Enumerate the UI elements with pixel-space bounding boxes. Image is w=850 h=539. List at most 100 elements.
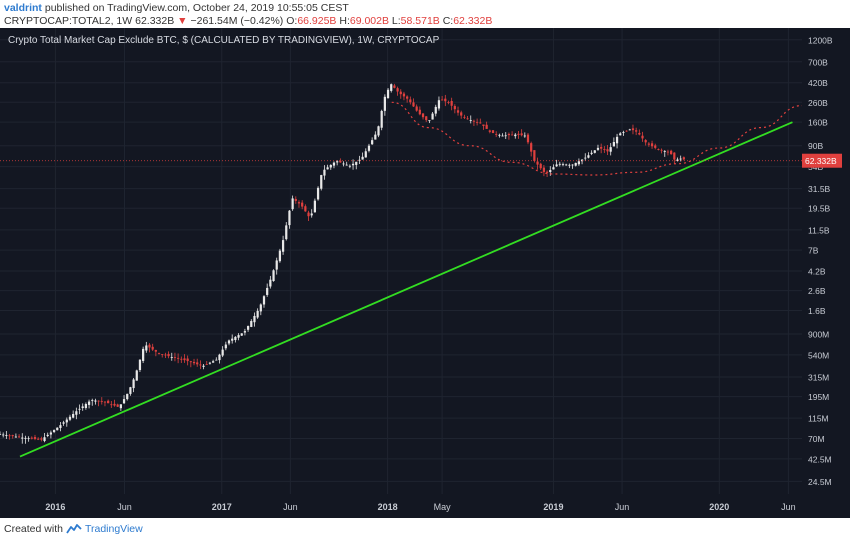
candle-body (650, 143, 654, 147)
x-tick-label: Jun (615, 502, 630, 512)
candle-body (603, 149, 606, 151)
candle-body (313, 200, 317, 213)
candle-body (173, 357, 177, 358)
candle-body (415, 106, 418, 111)
x-tick-label: Jun (117, 502, 132, 512)
candle-body (453, 106, 456, 110)
candle-body (52, 430, 56, 432)
candle-body (202, 365, 205, 367)
candle-body (250, 320, 253, 327)
tradingview-brand[interactable]: TradingView (84, 523, 143, 535)
candle-body (180, 358, 183, 360)
candle-body (49, 432, 53, 435)
candle-body (116, 404, 119, 407)
candle-body (323, 169, 326, 176)
author-name[interactable]: valdrint (4, 2, 42, 14)
candle-body (183, 358, 186, 361)
candle-body (297, 202, 301, 204)
candle-body (565, 164, 568, 166)
candle-body (402, 93, 406, 97)
candle-body (157, 353, 161, 354)
candle-body (65, 419, 68, 423)
candle-body (91, 399, 94, 401)
candle-body (663, 151, 666, 152)
x-tick-label: May (434, 502, 452, 512)
x-tick-label: 2019 (543, 502, 563, 512)
candles (0, 83, 685, 444)
candle-body (186, 358, 189, 362)
candle-body (167, 353, 170, 357)
candle-body (285, 225, 288, 240)
candle-body (151, 346, 154, 350)
candle-body (259, 304, 262, 312)
candle-body (670, 150, 673, 155)
candle-body (110, 404, 113, 406)
tradingview-logo-icon[interactable] (66, 523, 82, 535)
candle-body (27, 438, 30, 440)
candle-body (237, 335, 240, 338)
candle-body (676, 159, 679, 161)
y-tick-label: 7B (808, 246, 819, 256)
change-text: −261.54M (−0.42%) (190, 15, 284, 27)
y-tick-label: 42.5M (808, 454, 832, 464)
candle-body (463, 116, 466, 118)
y-tick-label: 900M (808, 330, 829, 340)
candle-body (383, 96, 386, 111)
candle-body (491, 130, 495, 134)
candle-body (40, 438, 43, 440)
candle-body (441, 99, 444, 101)
candle-body (510, 134, 514, 136)
candle-body (561, 164, 565, 166)
candle-body (145, 345, 148, 351)
candle-body (154, 350, 157, 352)
candle-body (294, 198, 297, 201)
y-tick-label: 24.5M (808, 477, 832, 487)
candle-body (37, 438, 40, 440)
candle-body (495, 133, 498, 135)
candle-body (97, 400, 100, 402)
chart-svg[interactable]: 1200B700B420B260B160B90B54B31.5B19.5B11.… (0, 28, 850, 518)
candle-body (399, 91, 402, 95)
candle-body (609, 147, 612, 152)
candle-body (501, 135, 504, 137)
candle-body (278, 250, 282, 262)
x-tick-label: 2020 (709, 502, 729, 512)
y-axis[interactable]: 1200B700B420B260B160B90B54B31.5B19.5B11.… (802, 35, 842, 487)
chart-area[interactable]: 1200B700B420B260B160B90B54B31.5B19.5B11.… (0, 28, 850, 518)
created-with-text: Created with (4, 523, 63, 535)
candle-body (14, 436, 18, 438)
publish-info: valdrint published on TradingView.com, O… (4, 2, 349, 16)
candle-body (205, 364, 208, 365)
candle-body (227, 340, 231, 344)
candle-body (475, 121, 479, 123)
candle-body (307, 212, 310, 217)
candle-body (208, 362, 212, 364)
candle-body (539, 163, 542, 169)
candle-body (326, 167, 329, 170)
candle-body (288, 210, 291, 226)
candle-body (514, 134, 517, 137)
x-tick-label: Jun (283, 502, 298, 512)
candle-body (622, 132, 625, 133)
candle-body (533, 150, 536, 161)
candle-body (641, 135, 644, 139)
candle-body (517, 133, 520, 135)
candle-body (2, 434, 5, 436)
candle-body (100, 401, 103, 402)
x-axis[interactable]: 2016 Jun 2017 Jun 2018 May 2019 Jun 2020 Jun (45, 502, 795, 512)
candle-body (469, 119, 472, 121)
footer: Created with TradingView (4, 521, 143, 537)
candle-body (211, 361, 215, 363)
candle-body (552, 167, 555, 170)
candle-body (555, 164, 558, 167)
candle-body (361, 156, 364, 160)
candle-body (584, 157, 587, 159)
candle-body (619, 133, 622, 136)
candle-body (396, 88, 399, 92)
candle-body (523, 135, 526, 137)
candle-body (243, 331, 247, 333)
candle-body (647, 143, 650, 145)
candle-body (231, 338, 234, 341)
candle-body (301, 202, 304, 207)
candle-body (673, 152, 676, 160)
